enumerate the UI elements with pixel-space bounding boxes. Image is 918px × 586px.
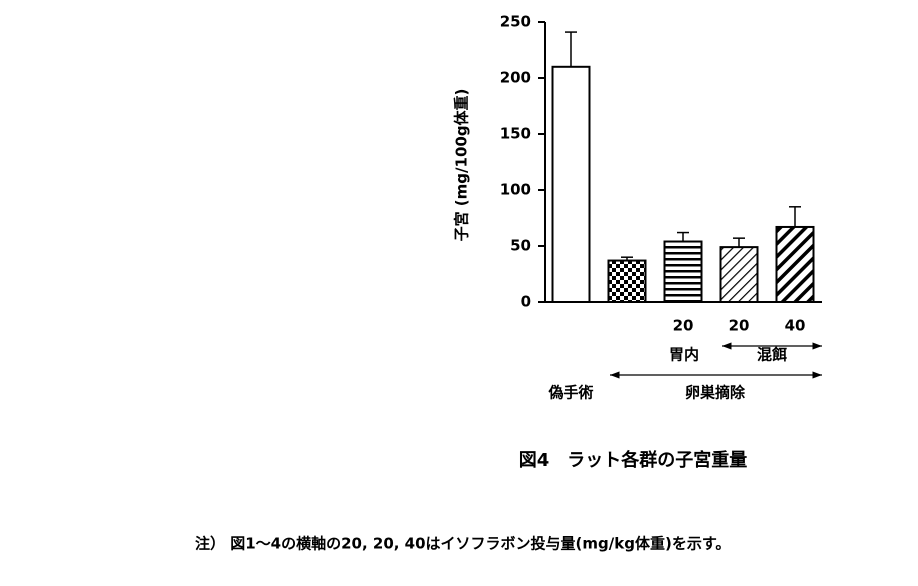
bar (775, 225, 815, 304)
bar (719, 246, 759, 303)
y-axis-label: 子宮 (mg/100g体重) (453, 89, 471, 242)
group-label: 偽手術 (547, 384, 593, 402)
bar (551, 65, 591, 303)
y-tick-label: 0 (521, 293, 531, 311)
x-tick-label: 20 (729, 317, 750, 335)
y-tick-label: 100 (500, 181, 531, 199)
group-label: 卵巣摘除 (685, 384, 746, 402)
caption: 図4 ラット各群の子宮重量 (519, 449, 748, 471)
group-label: 混餌 (757, 346, 787, 364)
x-tick-label: 20 (673, 317, 694, 335)
y-tick-label: 50 (510, 237, 531, 255)
group-label: 胃内 (669, 346, 699, 364)
note: 注） 図1～4の横軸の20, 20, 40はイソフラボン投与量(mg/kg体重)… (195, 535, 730, 553)
x-tick-label: 40 (785, 317, 806, 335)
y-tick-label: 200 (500, 69, 531, 87)
bar (663, 240, 703, 304)
bar (607, 259, 647, 303)
y-tick-label: 250 (500, 13, 531, 31)
y-tick-label: 150 (500, 125, 531, 143)
